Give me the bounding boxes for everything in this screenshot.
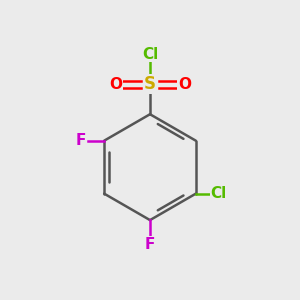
Text: O: O — [178, 77, 191, 92]
Text: F: F — [76, 133, 86, 148]
Text: Cl: Cl — [142, 47, 158, 62]
Text: Cl: Cl — [211, 186, 227, 201]
Text: S: S — [144, 75, 156, 93]
Text: O: O — [109, 77, 122, 92]
Text: F: F — [145, 237, 155, 252]
